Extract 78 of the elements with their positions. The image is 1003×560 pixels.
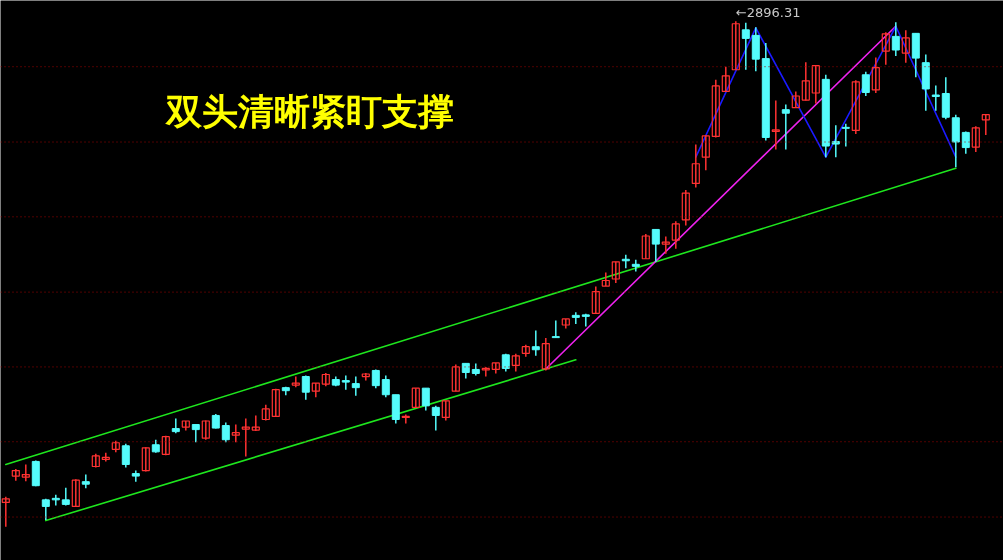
text: 双头清晰紧盯支撑 [164,89,454,132]
candlestick [561,318,570,330]
candlestick [511,353,520,373]
candlestick [741,21,750,71]
candlestick [311,382,320,398]
candlestick [491,362,500,375]
candlestick [101,452,110,463]
candlestick [591,285,600,315]
candlestick [521,343,530,358]
candlestick [301,374,310,401]
candlestick [171,417,180,434]
candlestick [1,496,10,528]
candlestick [251,414,260,432]
candlestick [121,443,130,469]
candlestick [271,387,280,418]
candlestick [681,189,690,227]
candlestick [431,405,440,432]
candlestick [751,26,760,73]
candlestick [581,313,590,328]
candlestick [861,71,870,97]
candlestick [831,124,840,158]
candlestick [201,419,210,441]
candlestick [891,21,900,57]
candlestick [851,79,860,135]
candlestick [601,271,610,287]
candlestick [941,76,950,121]
candlestick [661,235,670,255]
candlestick [411,387,420,409]
candlestick [721,65,730,93]
candlestick [731,20,740,71]
candlestick [871,56,880,94]
candlestick [321,372,330,387]
candlestick [641,233,650,260]
candlestick [531,329,540,357]
candlestick [931,84,940,112]
candlestick [261,404,270,422]
candlestick [971,125,980,153]
candlestick [901,29,910,64]
candlestick [881,31,890,66]
candlestick [691,143,700,189]
candlestick [111,439,120,454]
candlestick [781,103,790,151]
candlestick [551,319,560,339]
candlestick [541,337,550,372]
candlestick [241,417,250,458]
candlestick [571,311,580,325]
candlestick [811,64,820,105]
candlestick [671,220,680,250]
candlestick [11,468,20,482]
text: ←2896.31 [735,5,801,21]
candlestick [371,368,380,389]
candlestick [421,387,430,412]
candlestick [341,374,350,391]
candlestick [181,420,190,432]
candlestick [701,134,710,172]
candlestick [81,473,90,489]
candlestick [791,90,800,109]
candlestick [441,400,450,422]
candlestick [231,423,240,443]
candlestick [71,478,80,508]
candlestick [771,99,780,151]
candlestick [611,261,620,284]
candlestick [381,374,390,398]
candlestick [841,123,850,148]
candlestick [481,366,490,378]
candlestick [981,113,990,136]
candlestick [351,375,360,397]
candlestick [141,446,150,473]
candlestick [161,434,170,457]
candlestick [21,463,30,482]
candlestick [361,372,370,382]
candlestick [801,61,810,102]
candlestick [221,421,230,443]
candlestick [651,228,660,263]
candlestick [711,79,720,139]
candlestick [91,453,100,469]
candlestick [631,259,640,273]
candlestick [451,363,460,392]
